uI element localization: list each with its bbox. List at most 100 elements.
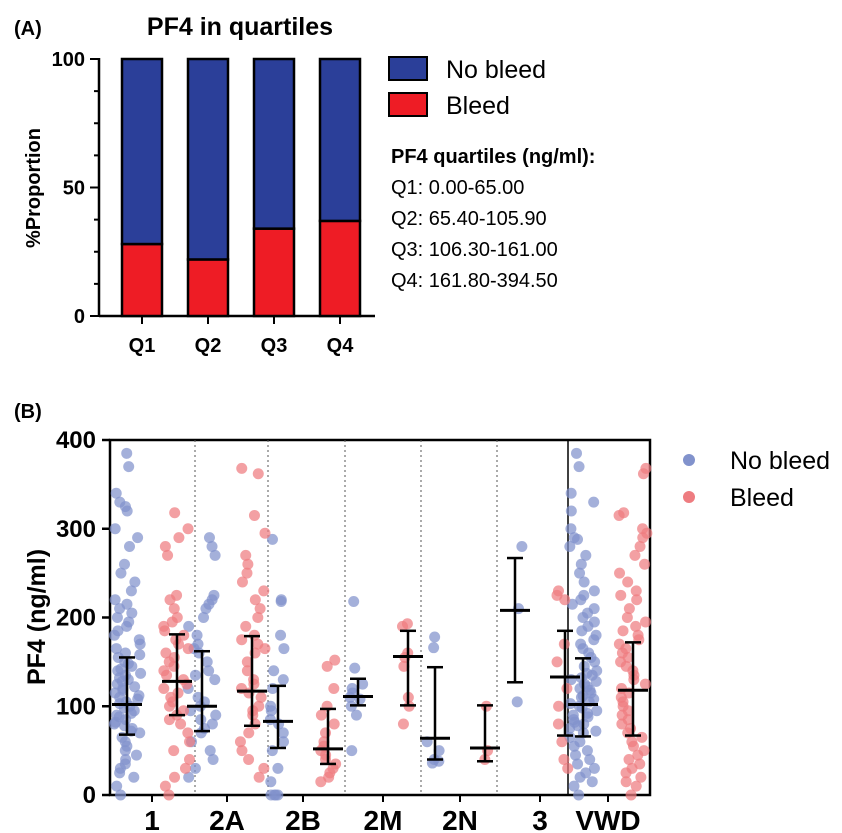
point-no-bleed (126, 607, 138, 619)
point-no-bleed (266, 533, 278, 545)
point-bleed (622, 576, 634, 588)
point-bleed (236, 462, 248, 474)
point-no-bleed (183, 620, 195, 632)
point-no-bleed (574, 771, 586, 783)
point-no-bleed (126, 660, 138, 672)
legend-dot-no-bleed (683, 454, 695, 466)
point-bleed (553, 700, 565, 712)
point-bleed (258, 585, 270, 597)
point-no-bleed (350, 709, 362, 721)
point-bleed (168, 745, 180, 757)
point-bleed (162, 549, 174, 561)
point-bleed (182, 523, 194, 535)
point-bleed (617, 625, 629, 637)
legend-label-bleed: Bleed (446, 92, 510, 120)
point-bleed (636, 731, 648, 743)
point-no-bleed (428, 642, 440, 654)
point-no-bleed (564, 722, 576, 734)
point-no-bleed (121, 505, 133, 517)
point-no-bleed (114, 767, 126, 779)
point-bleed (243, 754, 255, 765)
chart-b-plot: 0 100 200 300 400 1 2A 2B 2M 2N 3 VWD (56, 427, 653, 833)
point-bleed (620, 776, 632, 788)
point-no-bleed (132, 693, 144, 705)
point-bleed (163, 700, 175, 712)
point-no-bleed (576, 625, 588, 637)
point-bleed (630, 585, 642, 597)
point-bleed (161, 669, 173, 681)
chart-a-x-tick-label: Q2 (195, 335, 222, 357)
point-bleed (236, 576, 248, 588)
point-bleed (627, 740, 639, 752)
point-no-bleed (357, 678, 369, 690)
point-no-bleed (128, 771, 140, 783)
point-bleed (249, 594, 261, 606)
point-no-bleed (589, 656, 601, 668)
point-bleed (561, 683, 573, 694)
point-bleed (556, 736, 568, 748)
point-bleed (182, 643, 194, 655)
point-bleed (159, 541, 171, 552)
point-no-bleed (575, 594, 587, 606)
point-no-bleed (198, 612, 210, 623)
point-bleed (240, 549, 252, 561)
chart-a-title: PF4 in quartiles (147, 13, 333, 41)
point-no-bleed (183, 771, 195, 783)
legend-swatch-no-bleed (388, 56, 428, 81)
point-bleed (255, 691, 267, 703)
point-bleed (614, 567, 626, 579)
point-no-bleed (115, 789, 127, 801)
point-bleed (630, 780, 642, 792)
point-no-bleed (429, 631, 441, 643)
point-bleed (623, 603, 635, 615)
point-no-bleed (565, 505, 577, 517)
point-bleed (184, 736, 196, 748)
point-bleed (159, 780, 171, 792)
point-no-bleed (349, 662, 361, 674)
point-no-bleed (109, 523, 121, 535)
point-bleed (558, 754, 570, 765)
point-no-bleed (278, 643, 290, 655)
chart-b-x-tick-label: 3 (532, 805, 548, 833)
bar-no-bleed-Q3 (252, 57, 296, 230)
point-bleed (315, 776, 327, 788)
point-bleed (632, 749, 644, 761)
point-no-bleed (119, 745, 131, 757)
chart-a-x-tick-label: Q1 (129, 335, 156, 357)
point-bleed (163, 714, 175, 726)
point-no-bleed (590, 725, 602, 737)
point-bleed (163, 789, 175, 801)
panel-a-tag: (A) (14, 18, 42, 40)
point-no-bleed (206, 541, 218, 552)
point-no-bleed (265, 776, 277, 788)
point-no-bleed (207, 754, 219, 765)
point-no-bleed (565, 487, 577, 499)
point-no-bleed (275, 596, 287, 608)
point-bleed (172, 638, 184, 650)
point-bleed (166, 616, 178, 628)
bar-bleed-Q3 (252, 227, 296, 318)
point-no-bleed (277, 736, 289, 748)
chart-b-y-tick-label: 400 (56, 427, 96, 454)
bar-bleed-Q1 (120, 242, 164, 318)
point-bleed (613, 509, 625, 521)
point-no-bleed (134, 638, 146, 650)
point-bleed (259, 643, 271, 655)
point-no-bleed (111, 780, 123, 792)
point-no-bleed (588, 762, 600, 774)
point-bleed (254, 603, 266, 615)
quartile-note-q4: Q4: 161.80-394.50 (391, 270, 558, 292)
point-bleed (240, 620, 252, 632)
point-bleed (630, 620, 642, 632)
point-no-bleed (584, 754, 596, 765)
point-no-bleed (124, 541, 136, 552)
bar-no-bleed-Q2 (186, 57, 230, 261)
point-no-bleed (572, 533, 584, 545)
point-bleed (259, 527, 271, 539)
point-no-bleed (203, 532, 215, 544)
point-no-bleed (272, 762, 284, 774)
point-no-bleed (516, 541, 528, 552)
point-no-bleed (571, 447, 583, 459)
point-bleed (182, 727, 194, 739)
point-bleed (258, 762, 270, 774)
